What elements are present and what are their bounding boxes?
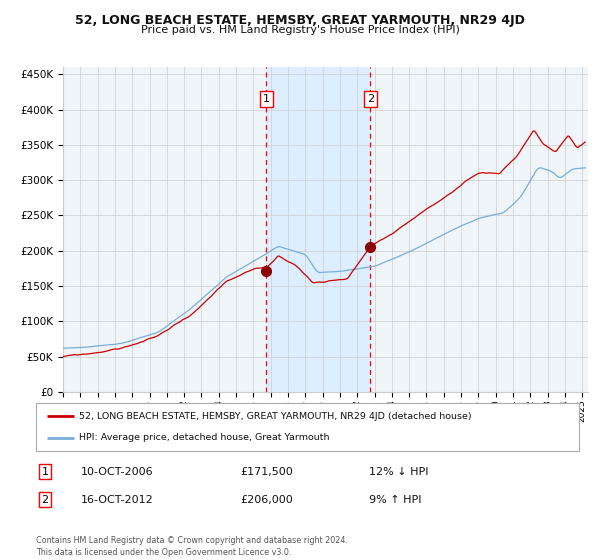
Text: 12% ↓ HPI: 12% ↓ HPI [369, 466, 428, 477]
FancyBboxPatch shape [36, 403, 579, 451]
Text: 2: 2 [367, 94, 374, 104]
Bar [266, 67, 370, 392]
Text: 1: 1 [263, 94, 270, 104]
Text: 2: 2 [41, 494, 49, 505]
Text: 52, LONG BEACH ESTATE, HEMSBY, GREAT YARMOUTH, NR29 4JD (detached house): 52, LONG BEACH ESTATE, HEMSBY, GREAT YAR… [79, 412, 472, 421]
Text: 1: 1 [41, 466, 49, 477]
Text: HPI: Average price, detached house, Great Yarmouth: HPI: Average price, detached house, Grea… [79, 433, 330, 442]
Text: 52, LONG BEACH ESTATE, HEMSBY, GREAT YARMOUTH, NR29 4JD: 52, LONG BEACH ESTATE, HEMSBY, GREAT YAR… [75, 14, 525, 27]
Text: 16-OCT-2012: 16-OCT-2012 [81, 494, 154, 505]
Text: £206,000: £206,000 [240, 494, 293, 505]
Text: Contains HM Land Registry data © Crown copyright and database right 2024.
This d: Contains HM Land Registry data © Crown c… [36, 536, 348, 557]
Text: £171,500: £171,500 [240, 466, 293, 477]
Text: 9% ↑ HPI: 9% ↑ HPI [369, 494, 421, 505]
Text: 10-OCT-2006: 10-OCT-2006 [81, 466, 154, 477]
Text: Price paid vs. HM Land Registry's House Price Index (HPI): Price paid vs. HM Land Registry's House … [140, 25, 460, 35]
